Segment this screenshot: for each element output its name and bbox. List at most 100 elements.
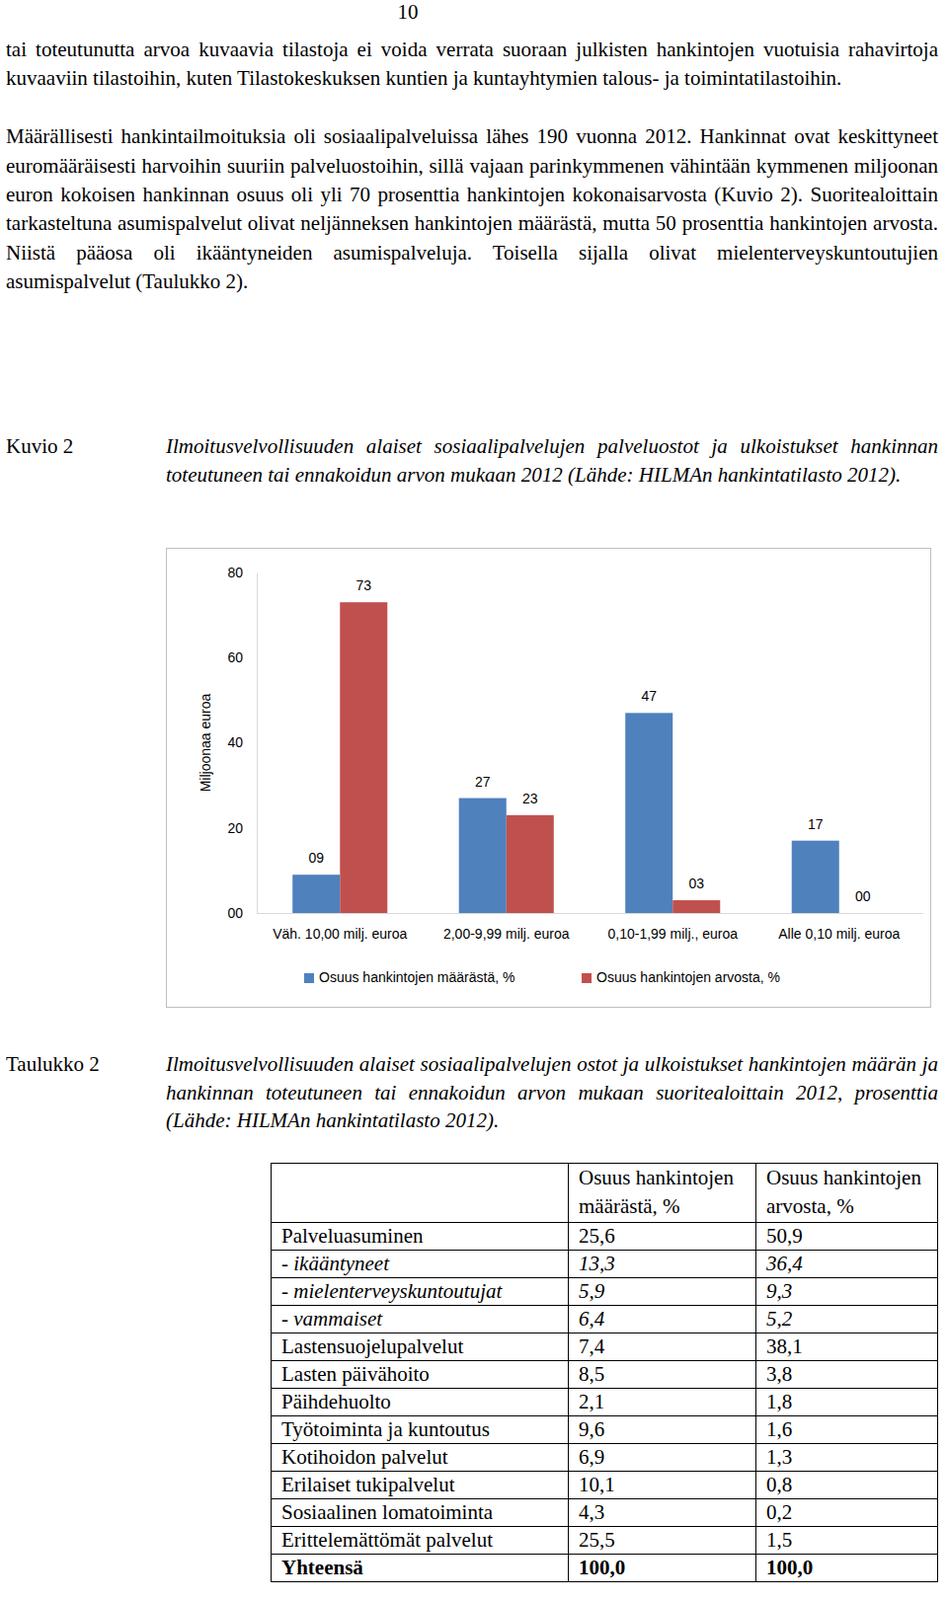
x-tick-label: Alle 0,10 milj. euroa bbox=[778, 926, 900, 943]
table-cell: 7,4 bbox=[568, 1334, 757, 1362]
table-cell: 38,1 bbox=[756, 1334, 939, 1362]
bar bbox=[672, 900, 720, 914]
y-tick-label: 80 bbox=[227, 564, 243, 581]
table-cell: 5,9 bbox=[568, 1278, 757, 1307]
table-row: Yhteensä100,0100,0 bbox=[271, 1555, 939, 1583]
legend-label: Osuus hankintojen arvosta, % bbox=[596, 969, 781, 986]
row-label: Yhteensä bbox=[271, 1555, 569, 1583]
table-cell: 3,8 bbox=[756, 1361, 939, 1390]
y-tick: 20 bbox=[227, 820, 257, 837]
table-row: Lasten päivähoito8,53,8 bbox=[271, 1361, 939, 1390]
table-cell: 4,3 bbox=[568, 1500, 757, 1528]
table-cell: 36,4 bbox=[756, 1251, 939, 1279]
data-labels: 0927471773230300 bbox=[308, 577, 870, 905]
table-row: - mielenterveyskuntoutujat5,99,3 bbox=[271, 1278, 939, 1307]
table-cell: 25,5 bbox=[568, 1527, 757, 1556]
table-cell: 1,8 bbox=[756, 1389, 939, 1418]
y-tick: 60 bbox=[227, 649, 257, 666]
bar bbox=[839, 913, 887, 915]
y-tick: 80 bbox=[227, 564, 257, 581]
bar bbox=[625, 712, 673, 914]
data-label: 73 bbox=[355, 577, 372, 594]
table-row: Erittelemättömät palvelut25,51,5 bbox=[271, 1527, 939, 1556]
row-label: Päihdehuolto bbox=[271, 1389, 569, 1418]
row-label: - vammaiset bbox=[271, 1306, 569, 1335]
data-label: 17 bbox=[807, 816, 824, 833]
legend: Osuus hankintojen määrästä, % Osuus hanki… bbox=[304, 969, 781, 986]
data-label: 00 bbox=[855, 888, 871, 905]
y-tick-label: 60 bbox=[227, 649, 243, 666]
x-tick: 2,00-9,99 milj. euroa bbox=[443, 913, 570, 943]
row-label: - mielenterveyskuntoutujat bbox=[271, 1278, 569, 1307]
y-tick: 00 bbox=[227, 905, 257, 922]
table-cell: 100,0 bbox=[568, 1555, 757, 1583]
row-label: Erittelemättömät palvelut bbox=[271, 1527, 569, 1556]
row-label: Lastensuojelupalvelut bbox=[271, 1334, 569, 1362]
x-tick: Väh. 10,00 milj. euroa bbox=[272, 913, 407, 943]
y-axis-title: Miljoonaa euroa bbox=[197, 693, 214, 792]
y-tick-label: 40 bbox=[227, 734, 243, 751]
table-row: - vammaiset6,45,2 bbox=[271, 1306, 939, 1335]
table-cell: 25,6 bbox=[568, 1223, 757, 1252]
table-row: Lastensuojelupalvelut7,438,1 bbox=[271, 1334, 939, 1362]
table-row: Palveluasuminen25,650,9 bbox=[271, 1223, 939, 1252]
y-axis: 00 20 40 60 80 bbox=[227, 564, 257, 922]
y-tick-label: 20 bbox=[227, 820, 243, 837]
row-label: Kotihoidon palvelut bbox=[271, 1444, 569, 1473]
legend-swatch bbox=[581, 973, 592, 984]
table: Osuus hankintojen määrästä, %Osuus hanki… bbox=[270, 1163, 939, 1583]
table-cell: 9,3 bbox=[756, 1278, 939, 1307]
y-tick: 40 bbox=[227, 734, 257, 751]
table-row: Työtoiminta ja kuntoutus9,61,6 bbox=[271, 1417, 939, 1445]
table-header: Osuus hankintojen määrästä, %Osuus hanki… bbox=[271, 1164, 939, 1224]
table-cell: 5,2 bbox=[756, 1306, 939, 1335]
paragraph: Määrällisesti hankintailmoituksia oli so… bbox=[5, 122, 939, 297]
header-cell: Osuus hankintojen arvosta, % bbox=[756, 1164, 939, 1224]
header-cell bbox=[271, 1164, 569, 1224]
x-tick-label: Väh. 10,00 milj. euroa bbox=[272, 926, 407, 943]
table-cell: 0,2 bbox=[756, 1500, 939, 1528]
row-label: Työtoiminta ja kuntoutus bbox=[271, 1417, 569, 1445]
row-label: Palveluasuminen bbox=[271, 1223, 569, 1252]
x-tick: 0,10-1,99 milj., euroa bbox=[607, 913, 738, 943]
table-cell: 1,3 bbox=[756, 1444, 939, 1473]
row-label: Erilaiset tukipalvelut bbox=[271, 1472, 569, 1501]
bar bbox=[459, 798, 507, 914]
x-tick: Alle 0,10 milj. euroa bbox=[778, 913, 900, 943]
table-caption: Ilmoitusvelvollisuuden alaiset sosiaalip… bbox=[165, 1050, 939, 1136]
table-cell: 1,6 bbox=[756, 1417, 939, 1445]
table-cell: 1,5 bbox=[756, 1527, 939, 1556]
table-row: - ikääntyneet13,336,4 bbox=[271, 1251, 939, 1279]
figure-caption: Ilmoitusvelvollisuuden alaiset sosiaalip… bbox=[165, 432, 939, 489]
bar bbox=[339, 602, 388, 914]
y-axis-line bbox=[256, 573, 258, 915]
table-label: Taulukko 2 bbox=[5, 1050, 100, 1080]
x-tick-label: 2,00-9,99 milj. euroa bbox=[443, 926, 570, 943]
page-number: 10 bbox=[0, 0, 816, 24]
table-cell: 2,1 bbox=[568, 1389, 757, 1418]
row-label: Lasten päivähoito bbox=[271, 1361, 569, 1390]
y-tick-label: 00 bbox=[227, 905, 243, 922]
table-row: Sosiaalinen lomatoiminta4,30,2 bbox=[271, 1500, 939, 1528]
data-label: 09 bbox=[308, 850, 324, 867]
legend-label: Osuus hankintojen määrästä, % bbox=[318, 969, 515, 986]
chart-svg: 00 20 40 60 80 Väh. 10,00 milj. euroa 2,00-9,9… bbox=[165, 548, 932, 1009]
chart-frame bbox=[166, 549, 932, 1009]
table-row: Erilaiset tukipalvelut10,10,8 bbox=[271, 1472, 939, 1501]
table-cell: 13,3 bbox=[568, 1251, 757, 1279]
legend-swatch bbox=[304, 973, 315, 984]
table-row: Päihdehuolto2,11,8 bbox=[271, 1389, 939, 1418]
table-cell: 50,9 bbox=[756, 1223, 939, 1252]
chart: 00 20 40 60 80 Väh. 10,00 milj. euroa 2,00-9,9… bbox=[165, 548, 932, 1009]
x-axis: Väh. 10,00 milj. euroa 2,00-9,99 milj. eu… bbox=[257, 913, 924, 943]
data-label: 23 bbox=[522, 790, 539, 807]
bar bbox=[506, 815, 554, 914]
bar bbox=[292, 874, 340, 914]
bars bbox=[292, 602, 840, 914]
table-cell: 0,8 bbox=[756, 1472, 939, 1501]
data-label: 47 bbox=[640, 688, 657, 705]
x-tick-label: 0,10-1,99 milj., euroa bbox=[607, 926, 738, 943]
body-text: tai toteutunutta arvoa kuvaavia tilastoj… bbox=[5, 35, 939, 326]
table-cell: 10,1 bbox=[568, 1472, 757, 1501]
table-cell: 8,5 bbox=[568, 1361, 757, 1390]
